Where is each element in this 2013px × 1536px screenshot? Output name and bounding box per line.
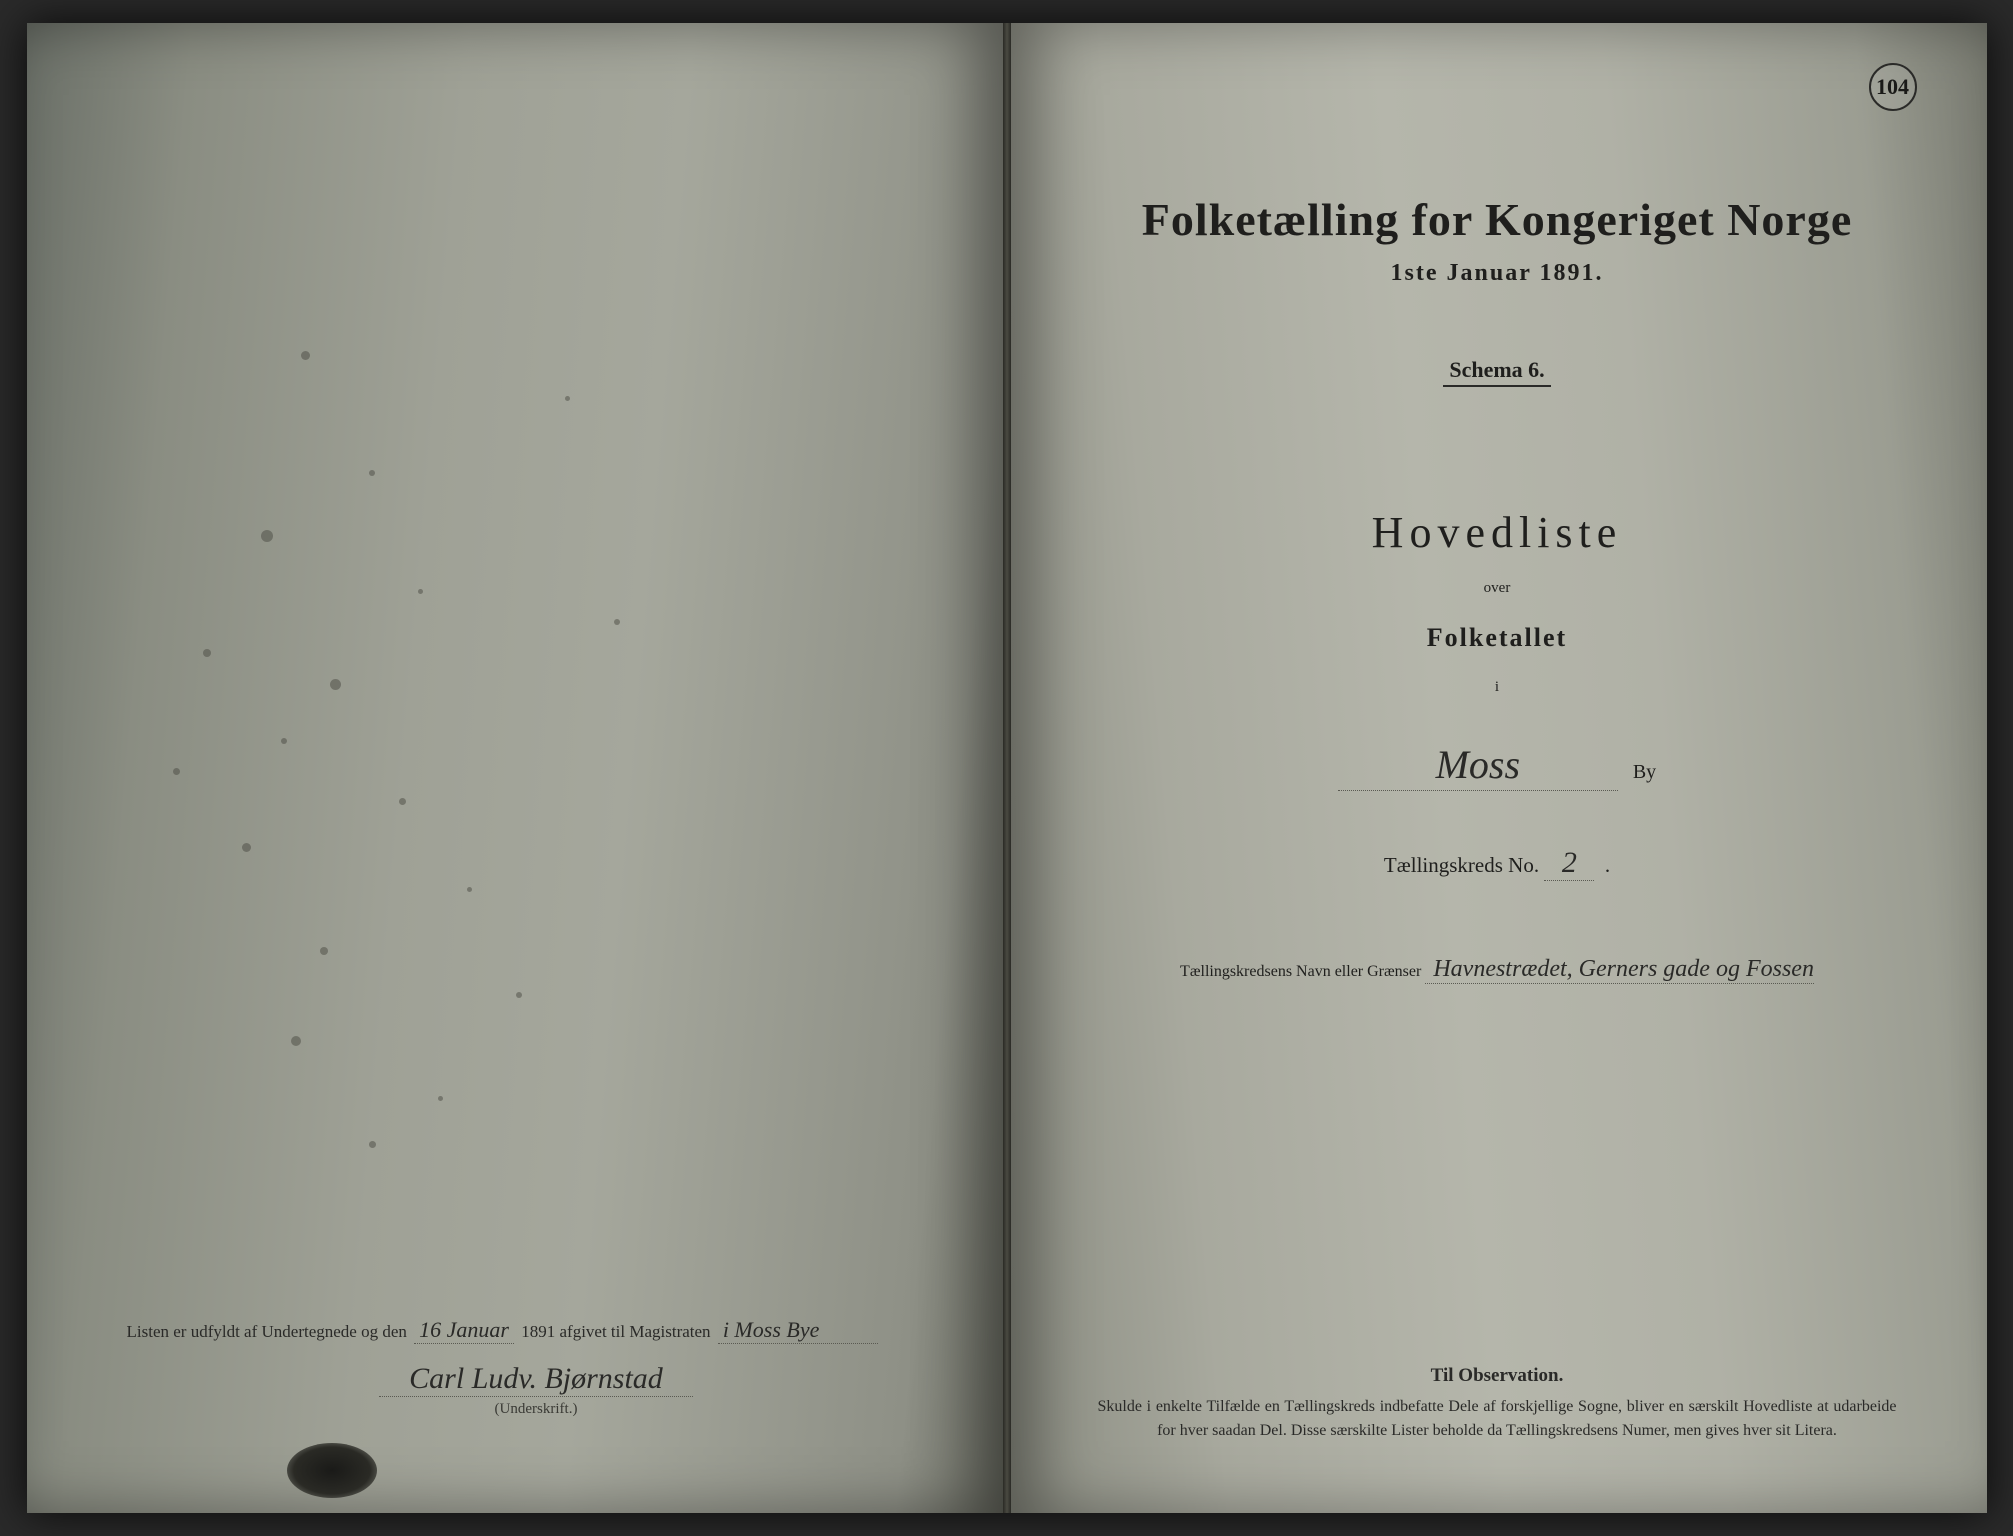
- binding-clip: [287, 1443, 377, 1498]
- signature-label: (Underskrift.): [127, 1401, 946, 1418]
- page-left: Listen er udfyldt af Undertegnede og den…: [27, 23, 1008, 1513]
- title-block: Folketælling for Kongeriget Norge 1ste J…: [1058, 193, 1937, 984]
- book-spread: Listen er udfyldt af Undertegnede og den…: [27, 23, 1987, 1513]
- census-date: 1ste Januar 1891.: [1058, 260, 1937, 287]
- kreds-row: Tællingskreds No. 2 .: [1058, 846, 1937, 881]
- i-word: i: [1058, 679, 1937, 696]
- attestation-date: 16 Januar: [414, 1317, 514, 1344]
- navn-value: Havnestrædet, Gerners gade og Fossen: [1425, 956, 1814, 984]
- book-spine: [1003, 23, 1011, 1513]
- signature-row: Carl Ludv. Bjørnstad: [127, 1362, 946, 1397]
- attestation-line: Listen er udfyldt af Undertegnede og den…: [127, 1317, 946, 1344]
- attestation-mid: 1891 afgivet til Magistraten: [521, 1322, 710, 1341]
- page-right: 104 Folketælling for Kongeriget Norge 1s…: [1008, 23, 1987, 1513]
- attestation-prefix: Listen er udfyldt af Undertegnede og den: [127, 1322, 407, 1341]
- attestation-place: i Moss Bye: [718, 1317, 878, 1344]
- schema-label: Schema 6.: [1443, 357, 1550, 387]
- foxing-speckles: [27, 23, 1006, 1513]
- observation-block: Til Observation. Skulde i enkelte Tilfæl…: [1098, 1365, 1897, 1443]
- navn-label: Tællingskredsens Navn eller Grænser: [1180, 963, 1421, 980]
- kreds-number: 2: [1544, 846, 1594, 881]
- kreds-label: Tællingskreds No.: [1384, 853, 1539, 877]
- attestation-block: Listen er udfyldt af Undertegnede og den…: [127, 1317, 946, 1418]
- by-name: Moss: [1338, 741, 1618, 791]
- signature: Carl Ludv. Bjørnstad: [379, 1362, 693, 1397]
- page-number-circle: 104: [1869, 63, 1917, 111]
- main-title: Folketælling for Kongeriget Norge: [1058, 193, 1937, 246]
- hovedliste-heading: Hovedliste: [1058, 507, 1937, 558]
- observation-body: Skulde i enkelte Tilfælde en Tællingskre…: [1098, 1395, 1897, 1443]
- over-word: over: [1058, 580, 1937, 597]
- navn-row: Tællingskredsens Navn eller Grænser Havn…: [1058, 956, 1937, 984]
- page-number: 104: [1876, 74, 1909, 100]
- by-row: Moss By: [1058, 741, 1937, 791]
- folketallet-heading: Folketallet: [1058, 623, 1937, 653]
- observation-title: Til Observation.: [1098, 1365, 1897, 1387]
- by-suffix: By: [1633, 761, 1656, 783]
